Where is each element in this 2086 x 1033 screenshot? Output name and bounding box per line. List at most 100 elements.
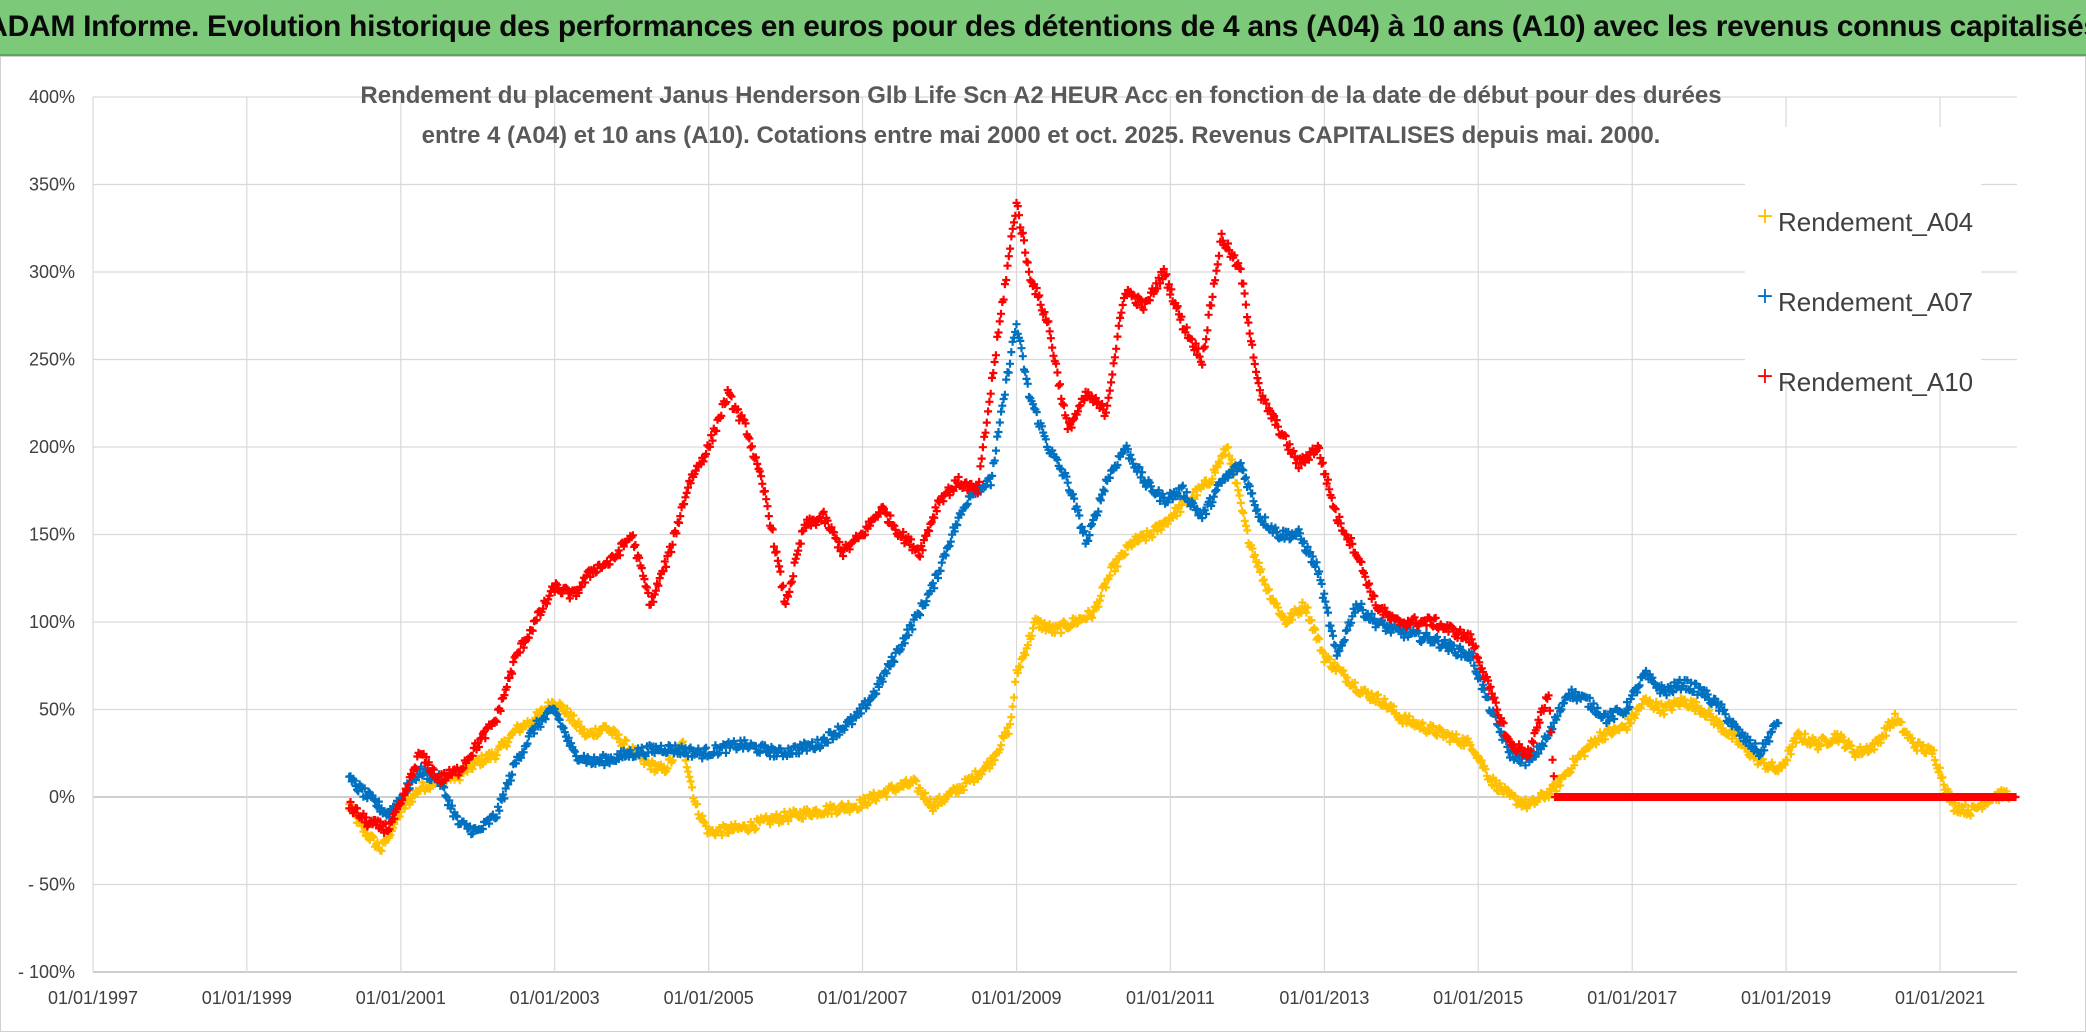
data-point (1057, 394, 1066, 403)
data-point (712, 426, 721, 435)
data-point (1313, 633, 1322, 642)
data-point (1350, 608, 1359, 617)
data-point (1367, 689, 1376, 698)
y-tick-label: 0% (49, 787, 75, 807)
data-point (1774, 719, 1783, 728)
data-point (1068, 490, 1077, 499)
data-point (1738, 728, 1747, 737)
data-point (922, 531, 931, 540)
data-point (1110, 353, 1119, 362)
data-point (1224, 473, 1232, 482)
data-point (988, 471, 997, 480)
data-point (921, 789, 930, 798)
data-point (680, 500, 689, 508)
data-point (1718, 724, 1727, 733)
data-point (999, 395, 1008, 403)
data-point (1016, 223, 1025, 232)
legend-label-a10: Rendement_A10 (1778, 367, 1973, 397)
data-point (1327, 493, 1336, 502)
data-point (1008, 337, 1017, 346)
data-point (1347, 534, 1355, 543)
data-point (1535, 718, 1544, 727)
data-point (1181, 328, 1190, 337)
data-point (1200, 506, 1209, 515)
data-point (1302, 608, 1311, 617)
data-point (1243, 313, 1252, 322)
data-point (1688, 702, 1697, 711)
data-point (1553, 712, 1562, 721)
data-point (1000, 390, 1009, 399)
data-point (1516, 758, 1525, 767)
data-point (381, 819, 390, 828)
data-point (1930, 756, 1939, 764)
data-point (517, 753, 526, 762)
data-point (1285, 535, 1294, 544)
data-point (1525, 751, 1534, 760)
data-point (686, 479, 695, 488)
data-point (1746, 736, 1754, 745)
data-point (1191, 339, 1200, 348)
data-point (983, 758, 991, 767)
data-point (1117, 449, 1126, 458)
legend-marker-a04: + (1756, 204, 1774, 229)
data-point (1638, 700, 1647, 709)
legend-box (1745, 127, 1981, 377)
data-point (1021, 248, 1030, 257)
data-point (1062, 472, 1071, 481)
data-point (668, 756, 677, 765)
data-point (535, 710, 544, 719)
data-point (963, 486, 972, 495)
data-point (404, 780, 413, 789)
data-point (1109, 359, 1118, 368)
data-point (890, 657, 899, 666)
data-point (1048, 343, 1057, 352)
data-point (574, 717, 583, 726)
data-point (808, 738, 817, 747)
data-point (574, 588, 583, 597)
data-point (1023, 641, 1032, 649)
y-tick-label: 100% (29, 612, 75, 632)
data-point (1321, 470, 1330, 478)
data-point (1074, 407, 1082, 416)
data-point (980, 432, 989, 441)
data-point (1307, 616, 1316, 625)
data-point (1340, 636, 1349, 645)
data-point (1310, 624, 1319, 633)
data-point (1528, 737, 1536, 746)
data-point (1072, 619, 1081, 628)
data-point (1034, 292, 1042, 301)
data-point (823, 516, 832, 525)
data-point (1319, 648, 1328, 657)
x-tick-label: 01/01/2019 (1741, 988, 1831, 1008)
data-point (682, 488, 691, 497)
data-point (1498, 717, 1507, 726)
data-point (1362, 611, 1371, 620)
data-point (1130, 291, 1139, 300)
data-point (1415, 724, 1424, 733)
data-point (1347, 618, 1355, 627)
data-point (916, 611, 925, 620)
data-point (1054, 381, 1063, 390)
data-point (1108, 370, 1117, 379)
data-point (445, 796, 454, 805)
data-point (1116, 313, 1125, 322)
data-point (975, 477, 984, 486)
data-point (1876, 738, 1885, 747)
data-point (1007, 713, 1016, 722)
data-point (1405, 712, 1414, 721)
data-point (986, 389, 995, 398)
data-point (553, 710, 562, 719)
data-point (1294, 525, 1303, 534)
data-point (1187, 335, 1196, 344)
data-point (346, 798, 355, 806)
data-point (1107, 378, 1116, 387)
x-tick-label: 01/01/1997 (48, 988, 138, 1008)
data-point (1343, 673, 1352, 682)
data-point (1272, 416, 1281, 425)
data-point (1230, 251, 1239, 260)
data-point (536, 722, 545, 731)
data-point (1494, 721, 1503, 730)
data-point (1834, 737, 1843, 746)
data-point (770, 542, 778, 551)
data-point (455, 776, 464, 785)
